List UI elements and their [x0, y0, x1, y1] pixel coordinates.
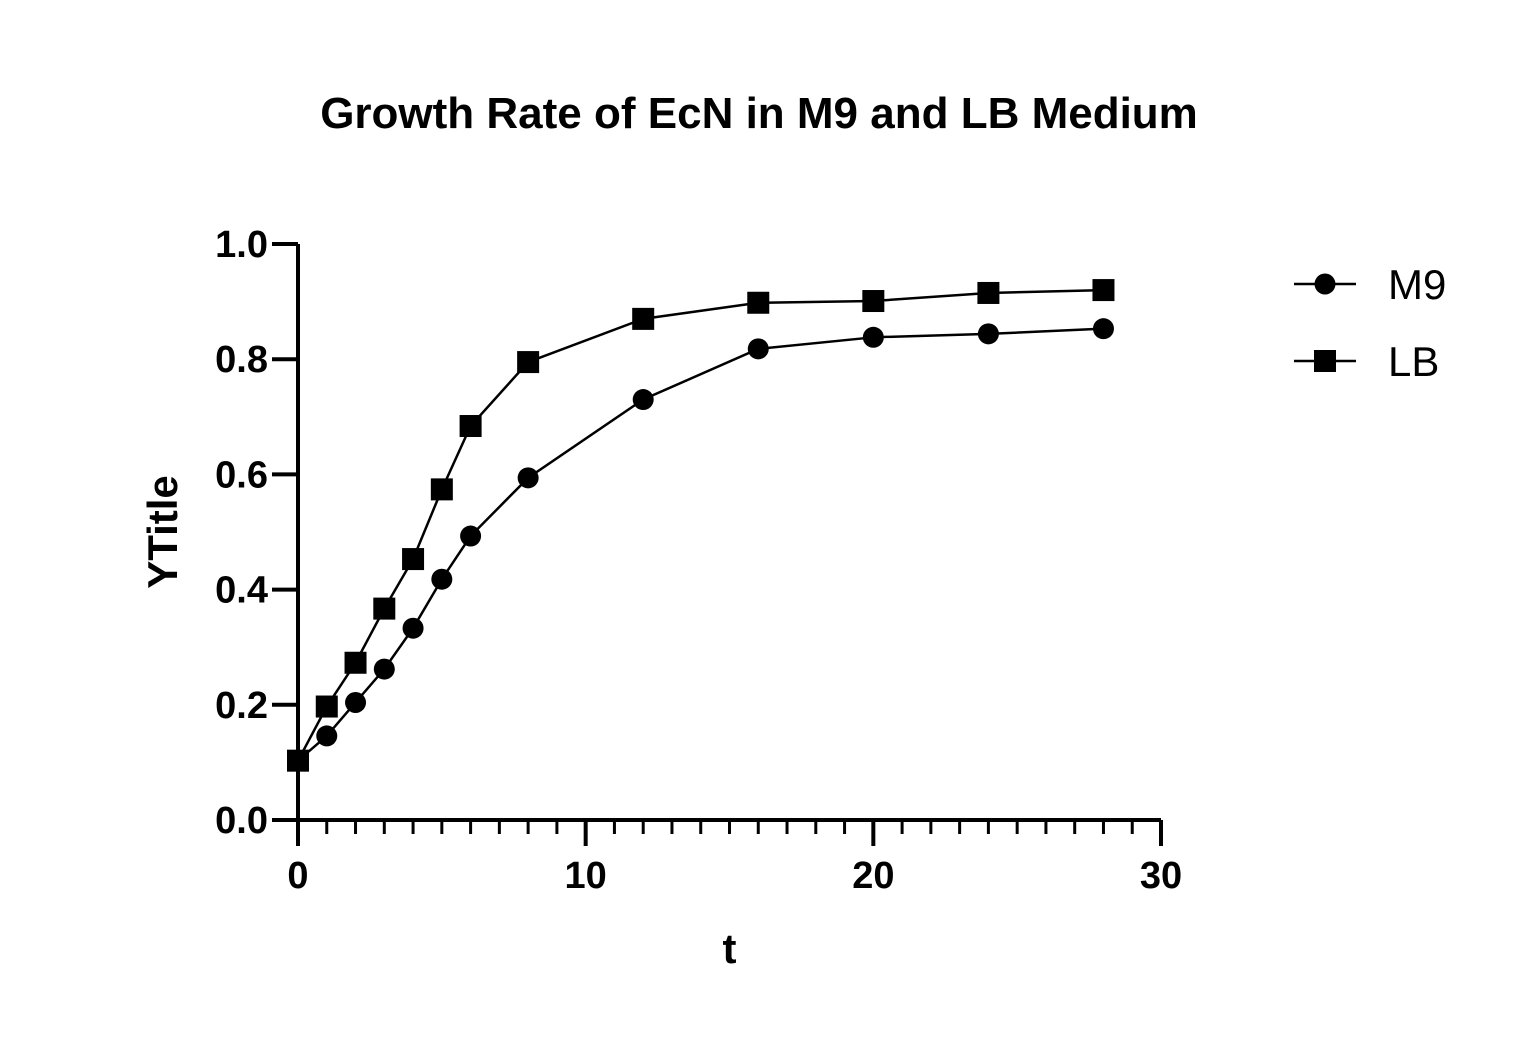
x-tick-label: 10: [565, 855, 607, 897]
data-point: [862, 326, 884, 348]
x-tick-label: 30: [1140, 855, 1182, 897]
data-point: [632, 307, 655, 330]
data-point: [747, 338, 769, 360]
data-point: [977, 323, 999, 345]
data-point: [517, 351, 540, 374]
data-point: [459, 415, 482, 438]
data-point: [373, 658, 395, 680]
data-point: [402, 617, 424, 639]
legend-item: M9: [1294, 261, 1446, 308]
series-line: [296, 288, 1104, 762]
legend-marker: [1314, 350, 1336, 372]
data-point: [315, 695, 338, 718]
data-point: [747, 291, 770, 314]
data-point: [344, 651, 367, 674]
x-tick-label: 20: [852, 855, 894, 897]
data-point: [1092, 318, 1114, 340]
y-ticks: 0.0 0.2 0.4 0.6 0.8 1.0: [215, 224, 298, 842]
y-tick-label: 0.8: [215, 339, 268, 381]
data-point: [373, 597, 396, 620]
axes: 0.0 0.2 0.4 0.6 0.8 1.0 0 10 20 30: [215, 224, 1182, 897]
series-LB: [287, 279, 1115, 772]
legend-label: M9: [1388, 261, 1446, 308]
data-point: [632, 389, 654, 411]
legend-item: LB: [1294, 338, 1439, 385]
data-point: [345, 691, 367, 713]
y-tick-label: 0.4: [215, 570, 268, 612]
x-axis-label: t: [723, 925, 737, 972]
data-point: [402, 548, 425, 571]
y-axis-label: YTitle: [139, 475, 186, 589]
data-point: [977, 281, 1000, 304]
series-layer: [287, 279, 1115, 772]
data-point: [430, 478, 453, 501]
data-point: [287, 749, 309, 772]
data-point: [431, 568, 453, 590]
legend-label: LB: [1388, 338, 1439, 385]
series-M9: [287, 318, 1114, 772]
x-tick-label: 0: [287, 855, 308, 897]
data-point: [1092, 279, 1115, 302]
data-point: [862, 290, 885, 313]
y-tick-label: 1.0: [215, 224, 268, 266]
legend: M9 LB: [1294, 261, 1446, 385]
legend-marker: [1314, 273, 1336, 295]
data-point: [316, 725, 338, 747]
chart-title: Growth Rate of EcN in M9 and LB Medium: [320, 89, 1198, 138]
data-point: [460, 525, 482, 547]
data-point: [517, 467, 539, 489]
y-tick-label: 0.0: [215, 800, 268, 842]
x-ticks: 0 10 20 30: [287, 820, 1182, 897]
y-tick-label: 0.6: [215, 454, 268, 496]
y-tick-label: 0.2: [215, 685, 268, 727]
